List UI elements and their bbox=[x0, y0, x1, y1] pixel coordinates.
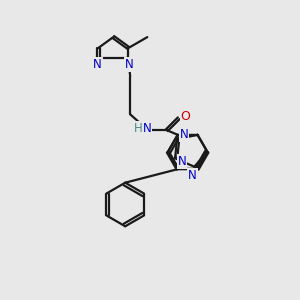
Text: N: N bbox=[125, 58, 134, 71]
Text: N: N bbox=[180, 128, 188, 142]
Text: H: H bbox=[134, 122, 142, 135]
Text: N: N bbox=[178, 155, 186, 168]
Text: O: O bbox=[181, 110, 190, 123]
Text: N: N bbox=[143, 122, 152, 135]
Text: N: N bbox=[188, 169, 197, 182]
Text: N: N bbox=[93, 58, 102, 71]
